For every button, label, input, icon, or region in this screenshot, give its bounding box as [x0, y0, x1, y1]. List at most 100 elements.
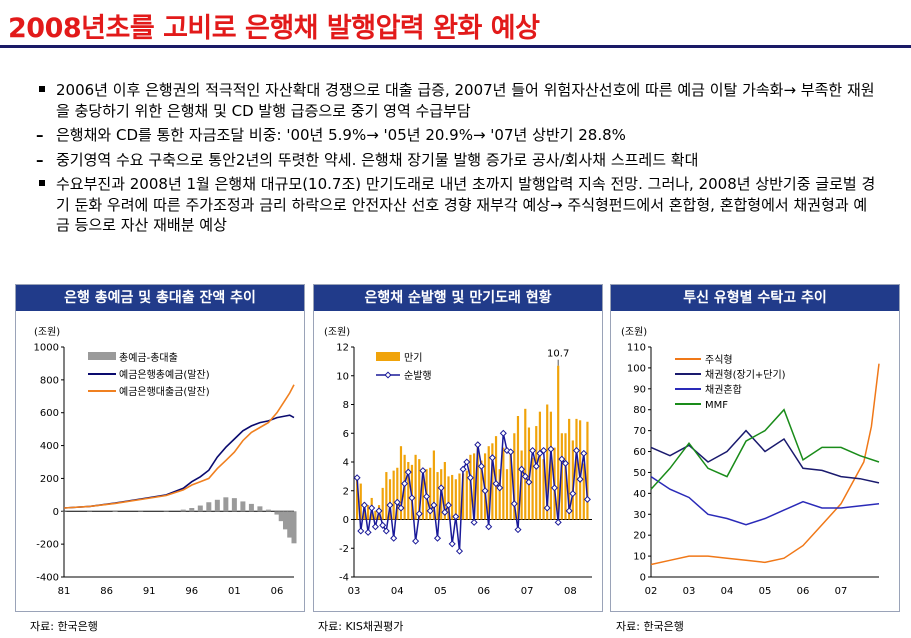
- x-tick-label: 08: [564, 586, 577, 597]
- maturity-bar: [432, 450, 435, 520]
- maturity-bar: [498, 469, 501, 520]
- net-issuance-point: [561, 459, 570, 467]
- chart-panel-deposits: 은행 총예금 및 총대출 잔액 추이 (조원) -400 -200 0 200 400 60…: [15, 284, 305, 612]
- gap-bar: [248, 503, 254, 512]
- y-tick-label: 1000: [34, 343, 59, 354]
- gap-bar: [189, 508, 195, 512]
- y-tick-label: 6: [343, 429, 349, 440]
- maturity-bar: [374, 510, 377, 520]
- legend-label: MMF: [705, 400, 728, 411]
- series-line: [650, 429, 880, 484]
- series-line: [650, 363, 880, 566]
- gap-bar: [231, 498, 237, 512]
- gap-bar: [257, 506, 263, 512]
- net-issuance-point: [466, 474, 474, 482]
- x-tick-label: 02: [645, 586, 658, 597]
- net-issuance-point: [408, 494, 416, 502]
- net-issuance-point: [463, 458, 471, 466]
- bullet-text: 중기영역 수요 구축으로 통안2년의 뚜렷한 약세. 은행채 장기물 발행 증가…: [56, 150, 699, 169]
- y-tick-label: 0: [343, 515, 349, 526]
- y-tick-label: 800: [40, 375, 59, 386]
- maturity-bar: [381, 487, 384, 520]
- y-tick-label: -200: [36, 540, 59, 551]
- gap-bar: [180, 509, 186, 512]
- gap-bar: [138, 510, 144, 512]
- bullet-item: – 은행채와 CD를 통한 자금조달 비중: '00년 5.9%→ '05년 20…: [36, 125, 881, 146]
- bullet-item: 2006년 이후 은행권의 적극적인 자산확대 경쟁으로 대출 급증, 2007…: [36, 80, 881, 121]
- net-issuance-point: [375, 507, 383, 515]
- maturity-bar: [421, 476, 425, 520]
- gap-bar: [291, 511, 297, 544]
- maturity-bar: [575, 418, 578, 520]
- net-issuance-point: [485, 523, 493, 531]
- maturity-bar: [586, 421, 589, 520]
- maturity-bar: [524, 408, 527, 520]
- maturity-bar: [535, 426, 538, 520]
- net-issuance-point: [452, 513, 460, 521]
- y-tick-label: 30: [633, 510, 646, 521]
- y-tick-label: 400: [40, 441, 59, 452]
- legend-label: 채권혼합: [705, 383, 742, 396]
- maturity-bar: [388, 479, 392, 520]
- gap-bar: [87, 511, 93, 512]
- net-issuance-point: [477, 462, 485, 470]
- net-issuance-point: [455, 547, 464, 555]
- y-tick-label: -2: [339, 544, 349, 555]
- y-tick-label: 600: [40, 408, 59, 419]
- net-issuance-point: [492, 480, 500, 488]
- legend-label: 채권형(장기+단기): [705, 369, 786, 381]
- maturity-bar: [447, 476, 450, 520]
- maturity-bar: [476, 441, 479, 520]
- maturity-bar: [494, 436, 498, 520]
- x-tick-label: 06: [477, 586, 490, 597]
- maturity-bar: [465, 470, 468, 520]
- y-tick-label: 90: [633, 384, 646, 395]
- y-tick-label: 0: [53, 507, 59, 518]
- maturity-bar: [443, 462, 446, 520]
- maturity-bar: [454, 479, 457, 520]
- net-issuance-point: [423, 492, 431, 501]
- fund-type-chart: (조원) 0 10 20 30 40 50 60 70 80 90 100 110 02 03 04 05 06 0…: [621, 326, 880, 597]
- dash-bullet-icon: –: [36, 126, 44, 144]
- chart-title: 은행채 순발행 및 만기도래 현황: [314, 285, 602, 311]
- maturity-bar: [410, 464, 414, 520]
- maturity-bar: [407, 462, 410, 520]
- gap-bar: [223, 497, 229, 512]
- y-tick-label: 70: [633, 426, 646, 437]
- net-issuance-point: [565, 507, 573, 515]
- y-tick-label: 50: [633, 468, 646, 479]
- legend-marker: [384, 371, 392, 379]
- series-line: [63, 414, 295, 509]
- unit-label: (조원): [34, 326, 60, 338]
- x-tick-label: 96: [185, 586, 198, 597]
- source-note: 자료: 한국은행: [30, 620, 98, 633]
- y-tick-label: 0: [640, 573, 646, 584]
- maturity-bar: [356, 476, 359, 520]
- x-tick-label: 91: [143, 586, 156, 597]
- page-title: 2008년초를 고비로 은행채 발행압력 완화 예상: [8, 13, 540, 44]
- maturity-bar: [451, 474, 454, 520]
- chart-title: 은행 총예금 및 총대출 잔액 추이: [16, 285, 304, 311]
- y-tick-label: -4: [339, 573, 349, 584]
- x-tick-label: 05: [759, 586, 772, 597]
- net-issuance-point: [437, 484, 445, 492]
- net-issuance-point: [474, 441, 482, 449]
- x-tick-label: 01: [228, 586, 241, 597]
- net-issuance-point: [481, 487, 489, 495]
- maturity-bar: [414, 454, 417, 520]
- net-issuance-point: [540, 446, 548, 455]
- gap-bar: [206, 502, 212, 512]
- gap-bar: [265, 509, 271, 512]
- net-issuance-point: [470, 518, 478, 526]
- net-issuance-point: [521, 472, 529, 480]
- net-issuance-point: [529, 446, 537, 455]
- maturity-bar: [473, 453, 476, 520]
- maturity-bar: [505, 469, 509, 520]
- net-issuance-point: [412, 537, 420, 545]
- y-tick-label: 100: [627, 363, 646, 374]
- net-issuance-point: [426, 507, 434, 515]
- series-line: [650, 408, 880, 490]
- maturity-bar: [516, 416, 520, 520]
- x-tick-label: 03: [348, 586, 361, 597]
- y-tick-label: -400: [36, 573, 59, 584]
